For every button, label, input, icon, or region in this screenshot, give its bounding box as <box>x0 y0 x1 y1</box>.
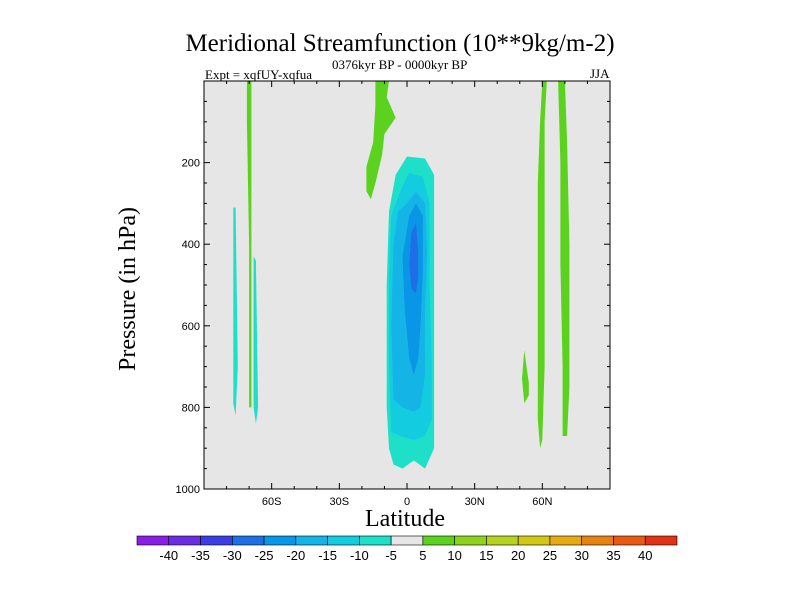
colorbar-box <box>136 535 170 546</box>
x-tick-label: 60N <box>532 496 552 508</box>
colorbar-box <box>231 535 265 546</box>
colorbar-box <box>359 535 392 546</box>
x-axis-title: Latitude <box>365 506 445 532</box>
period-label: 0376kyr BP - 0000kyr BP <box>332 57 468 72</box>
colorbar-label: 15 <box>479 548 493 563</box>
colorbar-label: 30 <box>574 548 588 563</box>
y-tick-label: 800 <box>182 402 200 414</box>
colorbar-label: -20 <box>286 548 305 563</box>
colorbar-label: 5 <box>419 548 426 563</box>
chart-title: Meridional Streamfunction (10**9kg/m-2) <box>185 30 615 57</box>
colorbar-box <box>422 535 455 546</box>
x-tick-label: 30S <box>330 496 350 508</box>
y-tick-label: 1000 <box>176 484 200 496</box>
y-axis-title: Pressure (in hPa) <box>115 207 141 371</box>
colorbar-box <box>549 535 583 546</box>
y-tick-label: 200 <box>182 158 200 170</box>
colorbar-label: -35 <box>191 548 210 563</box>
colorbar-box <box>613 535 646 546</box>
colorbar-label: -25 <box>255 548 274 563</box>
colorbar-label: -15 <box>318 548 337 563</box>
colorbar-label: 25 <box>543 548 557 563</box>
colorbar-box <box>581 535 614 546</box>
x-tick-label: 60S <box>262 496 282 508</box>
colorbar-label: 20 <box>511 548 525 563</box>
colorbar-label: -40 <box>159 548 178 563</box>
colorbar-box <box>327 535 360 546</box>
contour-region-southern-upper-positive <box>366 81 396 200</box>
colorbar-box <box>295 535 328 546</box>
contour-region-southern-deep-positive <box>246 81 252 408</box>
contour-region-cell-minus25 <box>409 223 419 294</box>
x-tick-label: 0 <box>404 496 410 508</box>
colorbar-box <box>517 535 551 546</box>
contour-region-northern-positive-3 <box>522 350 529 404</box>
y-tick-label: 600 <box>182 321 200 333</box>
colorbar-box <box>263 535 297 546</box>
colorbar-box <box>454 535 487 546</box>
colorbar-label: -5 <box>385 548 397 563</box>
colorbar-box <box>390 535 424 546</box>
colorbar-label: 35 <box>606 548 620 563</box>
colorbar-box <box>644 535 678 546</box>
x-tick-label: 30N <box>465 496 485 508</box>
experiment-label: Expt = xqfUY-xqfua <box>205 67 312 82</box>
colorbar-label: 10 <box>447 548 461 563</box>
contour-region-southern-strip-negative-2 <box>253 256 259 424</box>
contour-region-northern-positive-2 <box>558 81 570 436</box>
contour-region-northern-positive-1 <box>537 81 547 449</box>
colorbar-label: -30 <box>223 548 242 563</box>
colorbar-label: 40 <box>638 548 652 563</box>
contour-region-southern-strip-negative-1 <box>233 207 238 416</box>
colorbar-box <box>168 535 201 546</box>
colorbar-box <box>486 535 519 546</box>
y-tick-label: 400 <box>182 239 200 251</box>
colorbar-label: -10 <box>350 548 369 563</box>
season-label: JJA <box>590 66 610 81</box>
colorbar-box <box>200 535 233 546</box>
